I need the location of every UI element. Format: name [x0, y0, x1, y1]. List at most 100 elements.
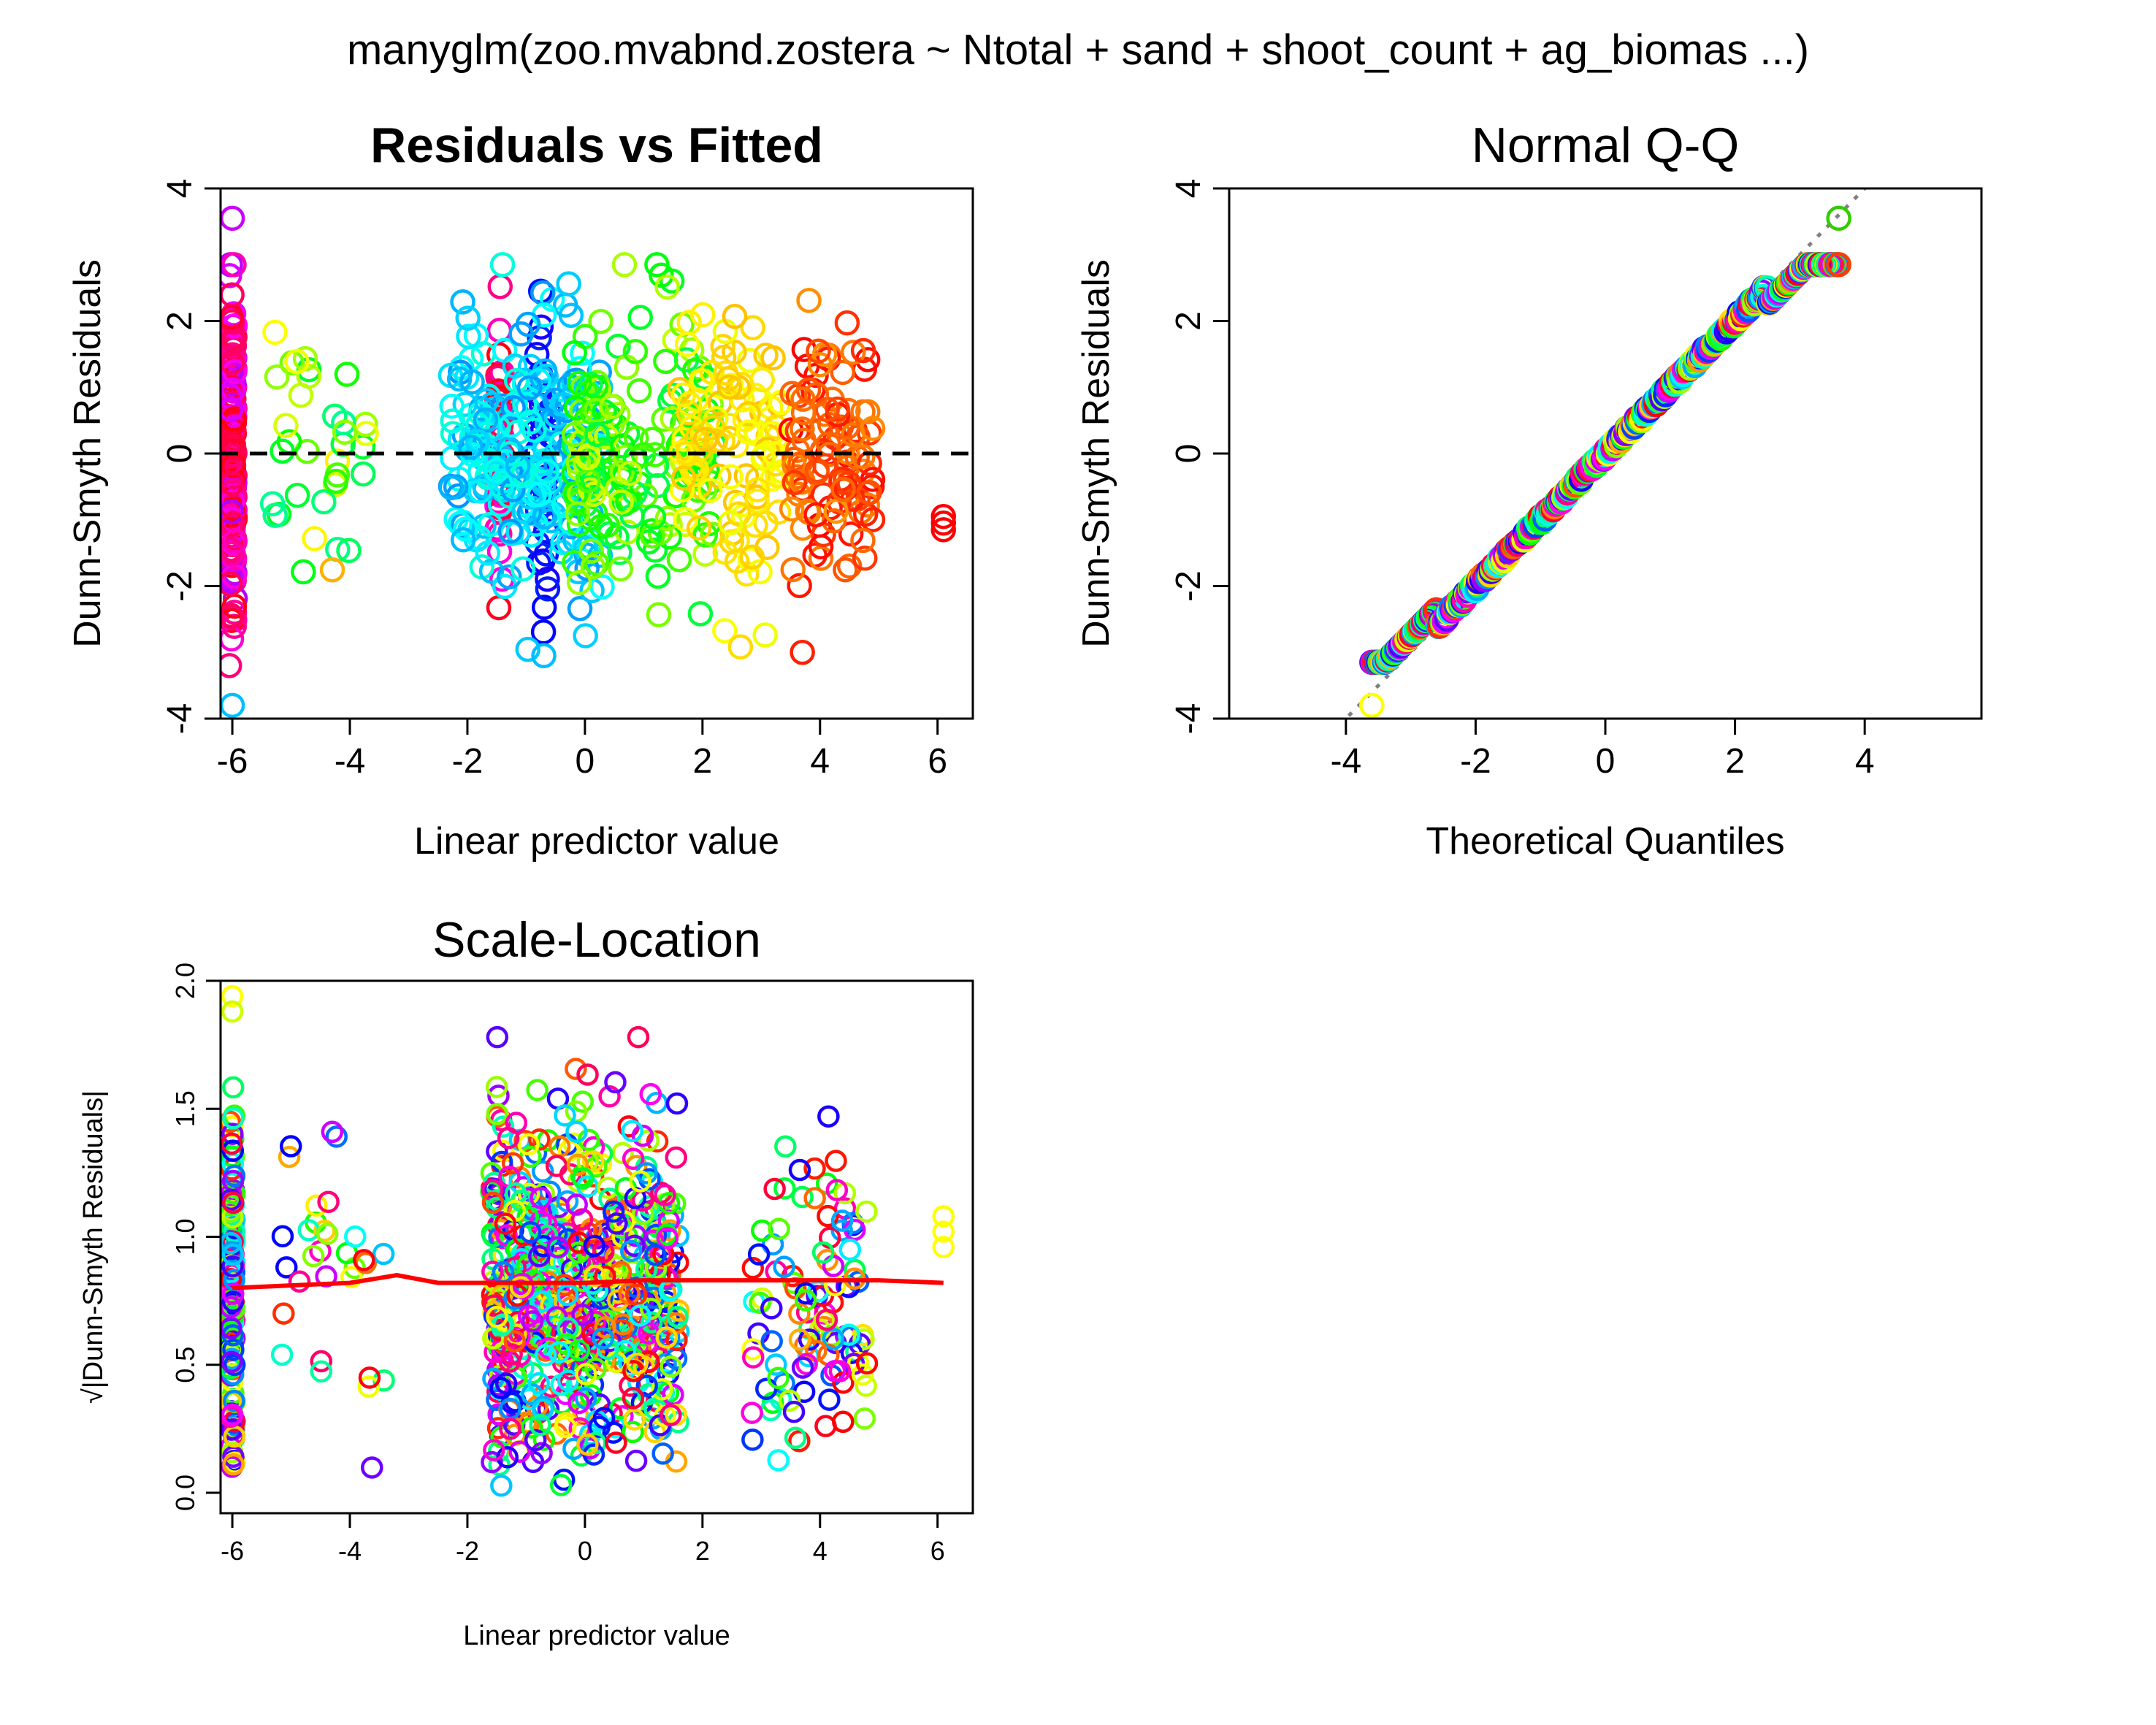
- data-point: [806, 338, 831, 364]
- data-point: [656, 1227, 679, 1250]
- data-point: [565, 1193, 588, 1216]
- smooth-line: [232, 1273, 944, 1290]
- data-point: [660, 1355, 682, 1378]
- x-tick-label: 6: [930, 1536, 945, 1566]
- data-point: [715, 366, 741, 392]
- data-point: [459, 369, 485, 395]
- data-point: [481, 1225, 505, 1247]
- data-point: [712, 618, 738, 643]
- data-point: [747, 1243, 771, 1266]
- data-point: [653, 348, 678, 375]
- data-point: [527, 1372, 550, 1395]
- data-point: [570, 1208, 594, 1231]
- data-point: [752, 622, 778, 648]
- data-point: [221, 305, 244, 330]
- data-point: [629, 1170, 651, 1193]
- y-tick-label: 2: [1169, 311, 1208, 331]
- x-tick-label: 2: [695, 1536, 710, 1566]
- data-point: [741, 1346, 765, 1369]
- data-point: [221, 1255, 244, 1278]
- data-point: [446, 366, 473, 392]
- data-point: [310, 1350, 333, 1373]
- data-point: [860, 467, 886, 492]
- data-point: [486, 1025, 509, 1049]
- data-point: [646, 602, 672, 627]
- data-point: [778, 1389, 801, 1412]
- x-tick-label: -2: [1460, 742, 1491, 781]
- data-point: [803, 362, 829, 389]
- data-point: [451, 527, 476, 553]
- data-point: [735, 419, 762, 445]
- data-point: [808, 534, 834, 559]
- data-point: [825, 1179, 849, 1201]
- data-point: [588, 1393, 611, 1416]
- plot-normal-qq: -4 -2 0 2 4 -4 -2 0 2 4 Normal Q-Q Theoretical Quan…: [1075, 118, 1983, 862]
- data-point: [654, 505, 681, 531]
- x-tick-label: -2: [452, 742, 483, 781]
- data-point: [741, 1257, 765, 1280]
- data-point: [637, 1129, 660, 1152]
- data-point: [687, 601, 714, 627]
- data-point: [222, 1106, 245, 1130]
- data-point: [637, 1382, 660, 1406]
- data-point: [767, 1366, 790, 1390]
- data-point: [641, 504, 667, 530]
- data-point: [788, 1302, 811, 1325]
- data-point: [221, 984, 244, 1008]
- data-point: [608, 489, 634, 515]
- data-point: [717, 510, 743, 536]
- data-point: [825, 396, 851, 422]
- data-point: [554, 1104, 576, 1127]
- data-point: [487, 1403, 510, 1426]
- y-tick-label: 4: [1169, 179, 1208, 199]
- data-point: [624, 1224, 647, 1247]
- data-point: [765, 499, 792, 525]
- y-tick-label: -4: [161, 703, 199, 735]
- data-point: [784, 1426, 807, 1450]
- data-point: [817, 1204, 839, 1228]
- data-point: [624, 1449, 648, 1472]
- data-point: [458, 435, 483, 460]
- data-point: [624, 1283, 648, 1307]
- data-point: [534, 1344, 557, 1366]
- data-point: [612, 444, 638, 470]
- data-point: [486, 1103, 508, 1125]
- data-point: [850, 527, 876, 554]
- data-point: [529, 1414, 551, 1437]
- data-point: [822, 1328, 845, 1350]
- data-point: [592, 399, 617, 425]
- data-point: [221, 1403, 244, 1426]
- data-point: [596, 1337, 619, 1361]
- data-point: [490, 1474, 513, 1497]
- data-point: [832, 1410, 855, 1434]
- data-point: [594, 1265, 616, 1288]
- data-point: [482, 1294, 505, 1317]
- data-point: [644, 252, 670, 278]
- data-point: [665, 1092, 689, 1115]
- data-point: [760, 1297, 783, 1320]
- data-point: [331, 410, 356, 436]
- data-point: [803, 1187, 826, 1209]
- data-point: [627, 305, 653, 330]
- data-point: [576, 1433, 599, 1456]
- data-point: [438, 475, 465, 501]
- data-point: [838, 521, 864, 547]
- data-point: [639, 1082, 662, 1106]
- data-point: [581, 481, 606, 508]
- y-tick-label: 1.5: [170, 1090, 200, 1127]
- data-point: [741, 1428, 764, 1451]
- data-point: [654, 274, 680, 300]
- data-point: [535, 566, 560, 592]
- data-point: [686, 515, 712, 541]
- data-point: [565, 1120, 588, 1144]
- data-point: [439, 393, 465, 419]
- data-point: [530, 619, 557, 645]
- data-point: [531, 643, 557, 669]
- data-point: [534, 459, 560, 484]
- data-point: [644, 1244, 667, 1266]
- data-point: [732, 407, 758, 432]
- data-point: [716, 374, 743, 400]
- data-point: [589, 574, 615, 600]
- data-point: [562, 340, 587, 366]
- data-point: [567, 596, 593, 621]
